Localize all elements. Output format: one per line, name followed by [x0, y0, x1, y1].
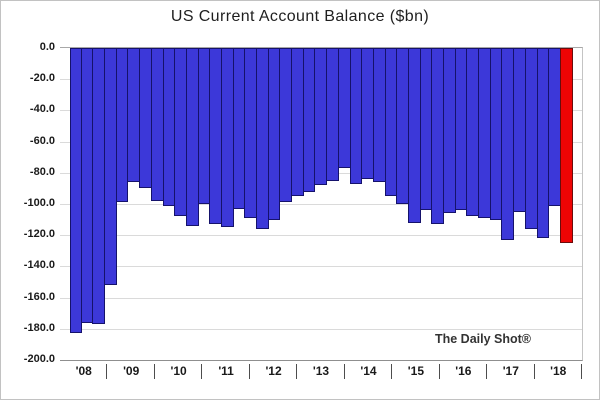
- x-axis-year-cell: '18: [535, 362, 582, 382]
- gridline: [60, 328, 582, 330]
- x-axis-year-label: '13: [312, 364, 330, 378]
- x-axis-year-cell: '08: [60, 362, 108, 382]
- y-axis-tick-label: -80.0: [29, 165, 55, 178]
- x-axis-year-label: '16: [455, 364, 472, 378]
- y-axis-tick-label: -180.0: [23, 321, 55, 334]
- bar-2018-q3: [559, 48, 573, 243]
- y-axis-tick-label: -160.0: [23, 290, 55, 303]
- x-axis-year-label: '10: [170, 364, 187, 378]
- x-axis-tick: [533, 364, 535, 379]
- x-axis-year-label: '08: [75, 364, 92, 378]
- y-axis-tick-label: -20.0: [29, 72, 55, 85]
- x-axis-tick: [343, 364, 345, 379]
- bars: [60, 48, 582, 360]
- y-axis: 0.0 -20.0 -40.0 -60.0 -80.0 -100.0 -120.0 -140.…: [1, 41, 55, 365]
- x-axis-year-cell: '14: [345, 362, 393, 382]
- y-axis-tick-label: -60.0: [29, 134, 55, 147]
- y-axis-tick-label: -100.0: [23, 197, 55, 209]
- x-axis-year-cell: '11: [202, 362, 250, 382]
- x-axis-year-cell: '09: [107, 362, 155, 382]
- x-axis-year-cell: '15: [392, 362, 440, 382]
- x-axis-tick: [248, 364, 250, 379]
- x-axis-year-cell: '16: [440, 362, 488, 382]
- x-axis-tick: [296, 364, 298, 379]
- y-axis-tick-label: -140.0: [23, 259, 55, 272]
- gridline: [60, 235, 582, 237]
- gridline: [60, 204, 582, 205]
- x-axis-tick: [106, 364, 108, 379]
- y-axis-tick-label: -120.0: [23, 228, 55, 241]
- x-axis-year-cell: '13: [297, 362, 345, 382]
- x-axis-year-label: '17: [502, 364, 519, 378]
- x-axis-year-label: '11: [218, 364, 234, 378]
- watermark-the-daily-shot: The Daily Shot®: [434, 332, 531, 346]
- y-axis-tick-label: -200.0: [23, 353, 55, 365]
- x-axis-tick: [486, 364, 488, 379]
- x-axis-year-cell: '17: [487, 362, 535, 382]
- x-axis-tick: [201, 364, 203, 379]
- x-axis-year-label: '12: [265, 364, 282, 378]
- x-axis-year-label: '18: [550, 364, 567, 378]
- x-axis-year-label: '14: [360, 364, 377, 378]
- y-axis-tick-label: 0.0: [39, 41, 55, 53]
- x-axis-tick: [438, 364, 440, 379]
- x-axis-year-cell: '12: [250, 362, 298, 382]
- y-axis-tick-label: -40.0: [29, 103, 55, 116]
- x-axis-tick: [391, 364, 393, 379]
- x-axis-year-label: '09: [123, 364, 140, 378]
- chart-title: US Current Account Balance ($bn): [170, 8, 430, 25]
- gridline: [60, 297, 582, 299]
- x-axis-year-label: '15: [407, 364, 424, 378]
- x-axis-year-cell: '10: [155, 362, 203, 382]
- plot-area: [60, 47, 583, 361]
- x-axis: '08 '09 '10 '11 '12 '13 '14 '15 '16 '17 '18: [60, 362, 582, 382]
- gridline: [60, 266, 582, 268]
- x-axis-tick: [153, 364, 155, 379]
- x-axis-tick: [580, 364, 582, 379]
